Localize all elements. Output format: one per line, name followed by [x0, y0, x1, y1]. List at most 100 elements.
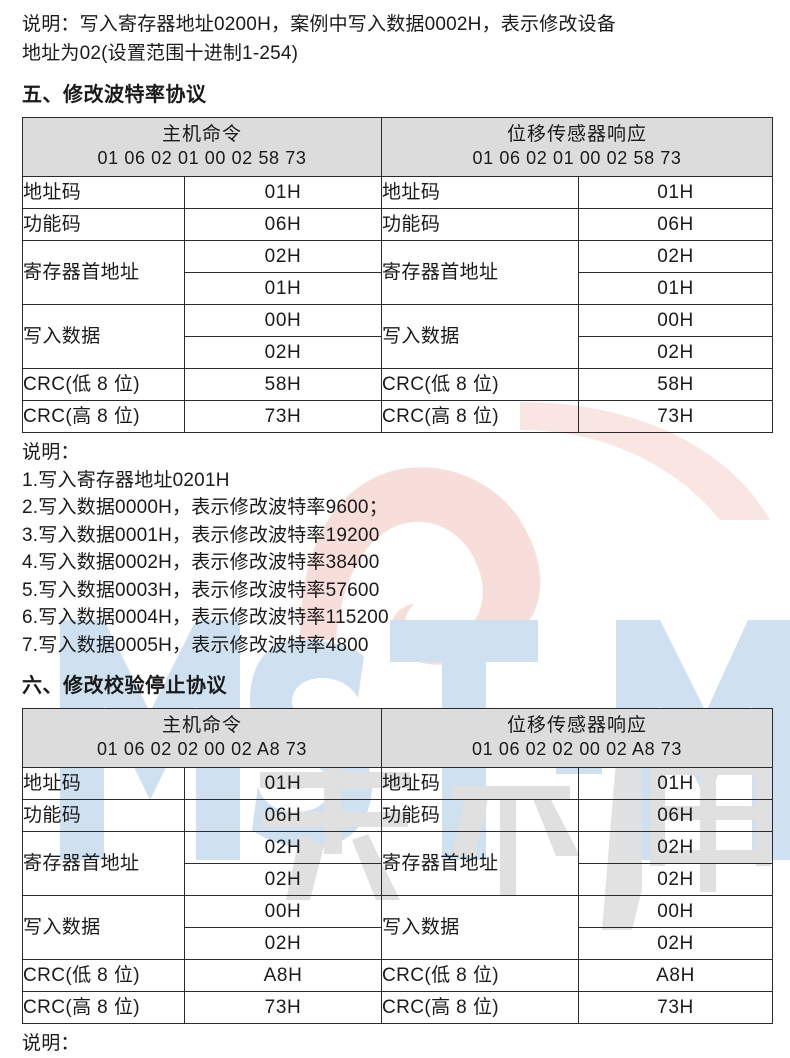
- row-value: 02H: [578, 240, 774, 273]
- row-label: 功能码: [22, 799, 185, 832]
- table-row: CRC(高 8 位) 73H CRC(高 8 位) 73H: [22, 400, 774, 433]
- row-value: 58H: [578, 368, 774, 401]
- header-title: 位移传感器响应: [507, 124, 648, 145]
- note-item: 6.写入数据0004H，表示修改波特率115200: [22, 607, 389, 628]
- table-row: 寄存器首地址 02H 寄存器首地址 02H: [22, 240, 774, 305]
- row-label: CRC(低 8 位): [22, 368, 185, 401]
- row-label: 寄存器首地址: [22, 240, 185, 305]
- row-value: 01H: [183, 272, 383, 305]
- protocol-table-six-wrap: 主机命令 01 06 02 02 00 02 A8 73 位移传感器响应 01 …: [0, 708, 790, 1024]
- row-value: 00H: [578, 895, 774, 928]
- table-row: CRC(高 8 位) 73H CRC(高 8 位) 73H: [22, 991, 774, 1024]
- row-value: 02H: [183, 863, 383, 896]
- table-row: 功能码 06H 功能码 06H: [22, 208, 774, 241]
- row-label: 地址码: [22, 176, 185, 209]
- row-label: 寄存器首地址: [381, 240, 580, 305]
- row-value: 01H: [183, 176, 383, 209]
- header-code: 01 06 02 02 00 02 A8 73: [97, 739, 307, 759]
- row-value: 06H: [578, 799, 774, 832]
- note-item: 3.写入数据0001H，表示修改波特率19200: [22, 524, 380, 546]
- table-row: 寄存器首地址 02H 寄存器首地址 02H: [22, 831, 774, 896]
- note-item: 2.写入数据0000H，表示修改波特率9600；: [22, 497, 388, 518]
- header-title: 主机命令: [162, 715, 243, 736]
- table-row: CRC(低 8 位) 58H CRC(低 8 位) 58H: [22, 368, 774, 401]
- table-row: 写入数据 00H 写入数据 00H: [22, 304, 774, 369]
- protocol-table-six: 主机命令 01 06 02 02 00 02 A8 73 位移传感器响应 01 …: [21, 708, 774, 1024]
- row-label: 地址码: [381, 176, 580, 209]
- row-value: 73H: [183, 991, 383, 1024]
- row-value: 01H: [183, 767, 383, 800]
- row-label: CRC(低 8 位): [381, 959, 580, 992]
- table-header-row: 主机命令 01 06 02 02 00 02 A8 73 位移传感器响应 01 …: [21, 708, 774, 768]
- row-value: 58H: [183, 368, 383, 401]
- row-label: CRC(高 8 位): [22, 400, 185, 433]
- row-label: CRC(高 8 位): [381, 400, 580, 433]
- note-item: 1.写入寄存器地址0201H: [22, 469, 230, 491]
- row-value: 02H: [578, 336, 774, 369]
- table-row: 01H 01H: [23, 272, 774, 305]
- header-host-command: 主机命令 01 06 02 01 00 02 58 73: [21, 117, 383, 177]
- note-item: 7.写入数据0005H，表示修改波特率4800: [22, 634, 369, 656]
- row-value: 01H: [578, 176, 774, 209]
- table-row: 功能码 06H 功能码 06H: [22, 799, 774, 832]
- section-six-notes: 说明：: [0, 1024, 790, 1058]
- row-value: 02H: [578, 927, 774, 960]
- section-five-notes: 说明： 1.写入寄存器地址0201H 2.写入数据0000H，表示修改波特率96…: [0, 433, 790, 659]
- row-value: 00H: [183, 895, 383, 928]
- header-code: 01 06 02 01 00 02 58 73: [472, 148, 682, 168]
- table-row: CRC(低 8 位) A8H CRC(低 8 位) A8H: [22, 959, 774, 992]
- header-host-command: 主机命令 01 06 02 02 00 02 A8 73: [21, 708, 383, 768]
- table-row: 地址码 01H 地址码 01H: [22, 176, 774, 209]
- row-value: 00H: [578, 304, 774, 337]
- row-value: 02H: [578, 863, 774, 896]
- row-value: 02H: [183, 240, 383, 273]
- intro-note: 说明：写入寄存器地址0200H，案例中写入数据0002H，表示修改设备 地址为0…: [22, 14, 616, 64]
- row-value: 02H: [578, 831, 774, 864]
- header-title: 主机命令: [162, 124, 243, 145]
- row-value: 02H: [183, 831, 383, 864]
- table-row: 地址码 01H 地址码 01H: [22, 767, 774, 800]
- table-row: 02H 02H: [23, 336, 774, 369]
- note-item: 4.写入数据0002H，表示修改波特率38400: [22, 552, 380, 573]
- header-code: 01 06 02 02 00 02 A8 73: [472, 739, 683, 759]
- row-label: 写入数据: [22, 304, 185, 369]
- row-value: 06H: [183, 208, 383, 241]
- header-sensor-response: 位移传感器响应 01 06 02 01 00 02 58 73: [381, 117, 774, 177]
- row-value: 02H: [183, 336, 383, 369]
- row-label: CRC(高 8 位): [22, 991, 185, 1024]
- protocol-table-five-wrap: 主机命令 01 06 02 01 00 02 58 73 位移传感器响应 01 …: [0, 117, 790, 433]
- row-label: 功能码: [381, 208, 580, 241]
- row-label: CRC(低 8 位): [381, 368, 580, 401]
- row-label: 写入数据: [22, 895, 185, 960]
- notes-title: 说明：: [22, 442, 80, 463]
- table-header-row: 主机命令 01 06 02 01 00 02 58 73 位移传感器响应 01 …: [21, 117, 774, 177]
- row-value: 01H: [578, 272, 774, 305]
- row-label: CRC(低 8 位): [22, 959, 185, 992]
- protocol-table-five: 主机命令 01 06 02 01 00 02 58 73 位移传感器响应 01 …: [21, 117, 774, 433]
- table-row: 写入数据 00H 写入数据 00H: [22, 895, 774, 960]
- row-value: A8H: [578, 959, 774, 992]
- note-item: 5.写入数据0003H，表示修改波特率57600: [22, 579, 380, 601]
- section-heading-five: 五、修改波特率协议: [22, 84, 207, 106]
- row-value: 73H: [578, 400, 774, 433]
- row-value: 06H: [183, 799, 383, 832]
- row-label: 寄存器首地址: [22, 831, 185, 896]
- row-label: 寄存器首地址: [381, 831, 580, 896]
- row-value: 00H: [183, 304, 383, 337]
- notes-title: 说明：: [22, 1033, 80, 1054]
- row-label: 功能码: [381, 799, 580, 832]
- row-value: 73H: [183, 400, 383, 433]
- header-code: 01 06 02 01 00 02 58 73: [97, 148, 307, 168]
- row-label: 地址码: [22, 767, 185, 800]
- header-sensor-response: 位移传感器响应 01 06 02 02 00 02 A8 73: [381, 708, 774, 768]
- row-label: 地址码: [381, 767, 580, 800]
- row-value: 73H: [578, 991, 774, 1024]
- row-value: 02H: [183, 927, 383, 960]
- row-label: 功能码: [22, 208, 185, 241]
- row-value: 06H: [578, 208, 774, 241]
- header-title: 位移传感器响应: [507, 715, 648, 736]
- row-value: A8H: [183, 959, 383, 992]
- row-label: 写入数据: [381, 895, 580, 960]
- row-label: 写入数据: [381, 304, 580, 369]
